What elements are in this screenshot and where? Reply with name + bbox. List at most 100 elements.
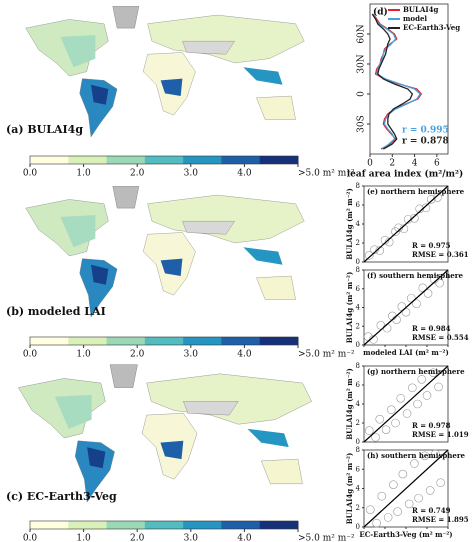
colorbar-tick-label: 0.0 — [23, 350, 38, 360]
one-to-one-line — [363, 365, 449, 443]
panel-title: (g) northern hemisphere — [367, 367, 465, 376]
one-to-one-line — [363, 185, 449, 263]
colorbar-cell — [144, 337, 184, 345]
y-tick-label: 8 — [356, 182, 360, 190]
y-tick-label: 4 — [356, 400, 361, 408]
colorbar-frame — [29, 336, 299, 346]
point — [420, 451, 430, 461]
series-line — [371, 13, 414, 150]
x-tick-label: 0 — [367, 159, 373, 169]
colorbar-cell — [68, 521, 108, 529]
y-tick-label: 0 — [356, 523, 360, 531]
point — [422, 391, 432, 400]
colorbar-tick-label: 2.0 — [130, 169, 145, 179]
colorbar-tick-label: 0.0 — [23, 169, 38, 179]
y-tick-label: 8 — [356, 266, 360, 274]
colorbar-cell — [30, 337, 69, 345]
colorbar-tick-label: 1.0 — [76, 534, 91, 542]
y-axis-label: BULAI4g (m² m⁻²) — [345, 272, 354, 344]
map-label: (a) BULAI4g — [6, 123, 83, 136]
colorbar-frame — [29, 155, 299, 165]
x-tick-label: 6 — [434, 159, 440, 169]
colorbar-tick-label: 3.0 — [184, 534, 199, 542]
point — [423, 289, 433, 298]
colorbar-cell — [259, 337, 299, 345]
point — [414, 493, 423, 503]
y-tick-label: 2 — [356, 239, 360, 247]
point — [393, 507, 402, 516]
colorbar-cell — [106, 337, 146, 345]
y-tick-label: 6 — [356, 285, 361, 293]
panel-title: (e) northern hemisphere — [367, 187, 465, 196]
point — [428, 368, 438, 377]
colorbar-tick-label: 3.0 — [184, 350, 199, 360]
point — [431, 449, 440, 459]
point — [410, 459, 419, 468]
annotation: R = 0.984 — [412, 324, 451, 333]
point — [426, 195, 436, 204]
annotation: RMSE = 1.895 — [412, 515, 469, 524]
colorbar-tick-label: 3.0 — [184, 169, 199, 179]
y-tick-label: 2 — [356, 419, 360, 427]
colorbar-cell — [106, 156, 146, 164]
point — [396, 393, 406, 403]
map-label: (c) EC-Earth3-Veg — [6, 490, 117, 503]
point — [434, 382, 443, 392]
annotation: r = 0.995 — [402, 126, 449, 136]
colorbar-tick-label: >5.0 m² m⁻² — [298, 169, 355, 179]
y-axis-label: BULAI4g (m² m⁻²) — [345, 188, 354, 260]
x-tick-label: 2 — [389, 159, 395, 169]
colorbar-cell — [68, 156, 108, 164]
point — [413, 399, 422, 409]
point — [425, 486, 435, 495]
y-tick-label: 8 — [356, 362, 360, 370]
colorbar-frame — [29, 520, 299, 530]
point — [371, 432, 380, 442]
plot-frame — [369, 3, 449, 155]
legend-label: BULAI4g — [403, 5, 439, 14]
point — [417, 374, 427, 384]
y-tick-label: 2 — [356, 322, 360, 330]
y-tick-label: 4 — [356, 304, 361, 312]
point — [389, 480, 398, 489]
point — [435, 278, 444, 288]
y-tick-label: 0 — [356, 438, 360, 446]
point — [410, 214, 419, 223]
annotation: RMSE = 0.554 — [412, 333, 469, 342]
colorbar-cell — [183, 521, 222, 529]
point — [386, 405, 396, 415]
colorbar-cell — [183, 337, 222, 345]
panel-title: (h) southern hemisphere — [367, 451, 466, 460]
colorbar-cell — [30, 156, 69, 164]
panel-title: (d) — [373, 7, 388, 18]
y-tick-label: 4 — [356, 220, 361, 228]
x-axis-label: EC-Earth3-Veg (m² m⁻²) — [359, 530, 452, 539]
point — [407, 383, 417, 393]
colorbar-cell — [68, 337, 108, 345]
map-label: (b) modeled LAI — [6, 305, 106, 318]
colorbar-tick-label: 4.0 — [237, 534, 252, 542]
colorbar-tick-label: 2.0 — [130, 350, 145, 360]
colorbar-tick-label: >5.0 m² m⁻² — [298, 534, 355, 542]
colorbar-tick-label: 4.0 — [237, 169, 252, 179]
y-tick-label: 6 — [356, 201, 361, 209]
y-tick-label: 8 — [356, 446, 360, 454]
point — [383, 513, 393, 522]
y-tick-label: 60N — [357, 24, 367, 43]
point — [398, 469, 408, 479]
y-tick-label: 30N — [357, 54, 367, 73]
point — [364, 251, 374, 260]
colorbar-tick-label: 1.0 — [76, 169, 91, 179]
x-axis-label: leaf area index (m²/m²) — [347, 169, 463, 180]
annotation: R = 0.978 — [412, 421, 451, 430]
y-tick-label: 6 — [356, 465, 361, 473]
colorbar-cell — [106, 521, 146, 529]
colorbar-cell — [259, 156, 299, 164]
point — [364, 426, 374, 435]
x-tick-label: 4 — [412, 159, 418, 169]
colorbar-tick-label: 0.0 — [23, 534, 38, 542]
point — [391, 418, 400, 428]
colorbar-tick-label: >5.0 m² m⁻² — [298, 350, 355, 360]
series-line — [372, 13, 421, 150]
